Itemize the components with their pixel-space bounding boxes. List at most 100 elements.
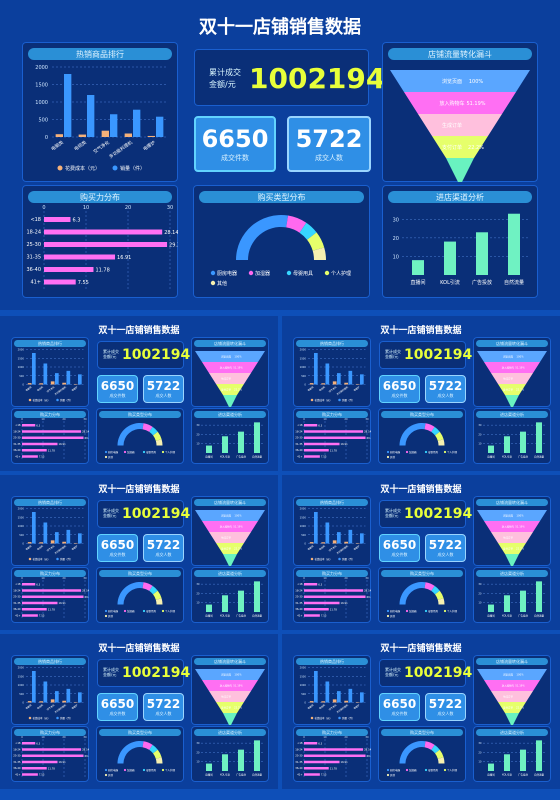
legend-swatch xyxy=(424,609,428,613)
x-tick-label: 空气净化 xyxy=(328,385,338,394)
age-bar xyxy=(44,267,94,272)
funnel-stage-value: 22.2% xyxy=(516,388,525,392)
y-tick-label: 41+ xyxy=(297,454,302,458)
y-tick-label: 20 xyxy=(196,591,200,595)
data-label: 29.3 xyxy=(85,436,89,440)
thumbnail-type-card: 购买类型分布 厨房电器 加湿器 母婴用具 个人护理 其他 xyxy=(96,567,184,623)
age-bar xyxy=(304,455,320,458)
data-label: 6.3 xyxy=(72,218,80,224)
funnel-stage xyxy=(484,521,540,532)
funnel-stage-label: 浏览页面 xyxy=(221,673,232,677)
legend-swatch xyxy=(57,165,63,171)
orders-label: 成交件数 xyxy=(221,154,249,162)
pie-segment xyxy=(399,423,426,446)
thumbnail-total-value: 1002194 xyxy=(122,665,191,681)
age-bar xyxy=(22,608,47,611)
funnel-stage-label: 支付订单 xyxy=(503,547,514,551)
x-tick-label: 多功能料理机 xyxy=(335,703,349,714)
pie-segment xyxy=(299,222,317,240)
thumbnail-total-label: 累计成交 金额/元 xyxy=(385,349,401,359)
data-label: 28.14 xyxy=(82,589,89,593)
funnel-title: 店铺流量转化漏斗 xyxy=(388,48,532,60)
bar-sales xyxy=(156,116,164,137)
y-tick-label: 2000 xyxy=(18,348,25,352)
bar-sales xyxy=(66,370,71,385)
y-tick-label: 31-35 xyxy=(295,601,303,605)
channel-bar xyxy=(520,749,526,771)
bar-cost xyxy=(101,130,109,137)
channel-title: 进店渠道分析 xyxy=(388,191,532,203)
y-tick-label: 31-35 xyxy=(13,601,21,605)
y-tick-label: 10 xyxy=(196,601,200,605)
funnel-stage-label: 生成订单 xyxy=(503,377,514,381)
legend-swatch xyxy=(386,450,390,454)
thumbnail-total-value: 1002194 xyxy=(404,665,473,681)
thumbnail-age-chart: 0 10 20 30 <18 6.3 18-24 28.14 25-30 29.3 31-35 16.… xyxy=(295,576,373,620)
legend-swatch xyxy=(104,450,108,454)
bar-sales xyxy=(314,512,318,544)
legend-label: 其他 xyxy=(390,773,396,777)
thumbnail-type-title: 购买类型分布 xyxy=(99,570,181,577)
y-tick-label: 1000 xyxy=(18,683,25,687)
bar-sales xyxy=(110,114,118,137)
bar-sales xyxy=(325,363,330,385)
legend-label: 母婴用具 xyxy=(146,450,157,454)
thumbnail-funnel-title: 店铺流量转化漏斗 xyxy=(476,499,548,506)
y-tick-label: 41+ xyxy=(15,613,20,617)
thumbnail-funnel-title: 店铺流量转化漏斗 xyxy=(194,499,266,506)
legend-swatch xyxy=(386,773,390,777)
age-bar xyxy=(304,589,364,592)
x-tick-label: 电视类 xyxy=(36,385,44,393)
age-bar xyxy=(22,760,58,764)
thumbnail-orders-label: 成交件数 xyxy=(391,711,408,716)
pie-segment xyxy=(155,439,163,446)
bar-sales xyxy=(43,522,48,544)
data-label: 16.91 xyxy=(59,442,67,446)
bar-cost xyxy=(355,383,360,385)
bar-sales xyxy=(55,691,59,703)
data-label: 29.3 xyxy=(85,754,89,758)
thumbnail-buyers-kpi: 5722 成交人数 xyxy=(425,375,466,403)
bar-sales xyxy=(55,373,59,385)
pie-segment xyxy=(149,744,158,754)
x-tick-label: 10 xyxy=(41,576,45,580)
x-tick-label: 自然流量 xyxy=(534,455,545,459)
bar-cost xyxy=(344,700,348,703)
data-label: 28.14 xyxy=(364,430,371,434)
y-tick-label: 20 xyxy=(393,236,399,242)
hot-products-title: 热销商品排行 xyxy=(28,48,172,60)
funnel-stage-value: 100% xyxy=(516,514,524,518)
y-tick-label: 36-40 xyxy=(13,448,21,452)
thumbnail-buyers-value: 5722 xyxy=(428,697,463,711)
funnel-stage-value: 100% xyxy=(234,673,242,677)
y-tick-label: 1000 xyxy=(18,524,25,528)
legend-label: 母婴用具 xyxy=(146,768,157,772)
funnel-stage-value: 51.19% xyxy=(515,525,525,529)
thumbnail-channel-card: 进店渠道分析 30 20 10 直播间 KOL引流 广告投放 自然流量 xyxy=(191,726,269,782)
age-bar xyxy=(22,589,82,592)
legend-swatch xyxy=(386,768,390,772)
pie-segment xyxy=(149,585,158,595)
channel-bar xyxy=(520,431,526,453)
x-tick-label: 广告投放 xyxy=(236,455,247,459)
channel-bar xyxy=(536,422,542,453)
age-bar xyxy=(304,601,340,605)
y-tick-label: <18 xyxy=(297,582,303,586)
bar-sales xyxy=(360,533,364,544)
thumbnail-age-chart: 0 10 20 30 <18 6.3 18-24 28.14 25-30 29.3 31-35 16.… xyxy=(13,735,91,779)
legend-label: 厨房电器 xyxy=(217,270,237,277)
thumbnail-orders-value: 6650 xyxy=(100,379,135,393)
age-card: 购买力分布 0 10 20 30 <18 6.3 18-24 28.14 25-30 29.3 31… xyxy=(22,185,180,298)
pie-segment xyxy=(307,232,325,251)
legend-label: 销量（件） xyxy=(342,716,355,720)
thumbnail-age-title: 购买力分布 xyxy=(296,729,368,736)
thumbnail-channel-card: 进店渠道分析 30 20 10 直播间 KOL引流 广告投放 自然流量 xyxy=(473,567,551,623)
funnel-stage xyxy=(390,70,530,92)
thumbnail-channel-title: 进店渠道分析 xyxy=(194,570,266,577)
age-bar xyxy=(44,242,168,247)
x-tick-label: 空气净化 xyxy=(46,385,56,394)
